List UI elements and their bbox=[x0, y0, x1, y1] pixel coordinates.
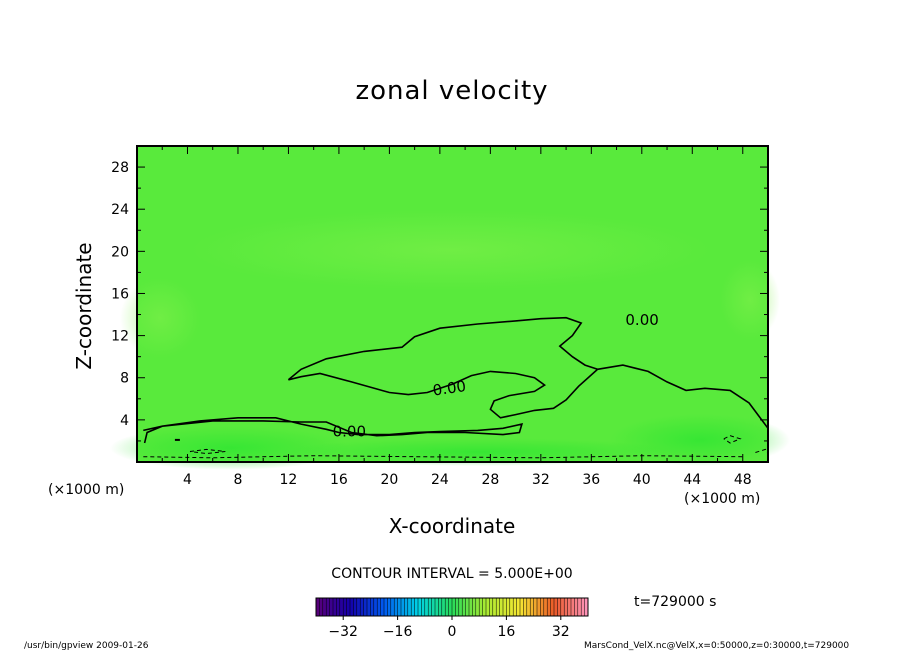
contour-labels: 0.00 0.00 0.00 bbox=[333, 311, 659, 441]
time-label: t=729000 s bbox=[634, 594, 717, 610]
y-tick-label-8: 8 bbox=[120, 371, 129, 387]
x-tick-label-20: 20 bbox=[380, 472, 398, 488]
x-axis-ticks: 4 8 12 16 20 24 28 32 36 40 44 48 bbox=[161, 146, 769, 488]
x-tick-label-28: 28 bbox=[481, 472, 499, 488]
negative-contour-0 bbox=[189, 448, 226, 455]
footer-right-text: MarsCond_VelX.nc@VelX,x=0:50000,z=0:3000… bbox=[584, 641, 850, 651]
x-tick-label-12: 12 bbox=[280, 472, 298, 488]
zero-contour-top bbox=[287, 316, 598, 381]
colorbar-tick-label-1: −16 bbox=[383, 624, 413, 640]
contour-label-1: 0.00 bbox=[432, 377, 468, 399]
negative-contour-3 bbox=[755, 448, 769, 454]
contour-label-2: 0.00 bbox=[333, 423, 366, 441]
zero-contour-lower bbox=[143, 417, 524, 444]
y-tick-label-4: 4 bbox=[120, 413, 129, 429]
x-tick-label-24: 24 bbox=[431, 472, 449, 488]
zero-contour-upper bbox=[288, 364, 769, 429]
contour-interval-text: CONTOUR INTERVAL = 5.000E+00 bbox=[331, 566, 573, 582]
x-tick-label-44: 44 bbox=[683, 472, 701, 488]
plot-background bbox=[110, 146, 790, 470]
plot-frame bbox=[136, 145, 769, 463]
x-tick-label-4: 4 bbox=[183, 472, 192, 488]
chart-title: zonal velocity bbox=[355, 76, 549, 106]
negative-contour-2 bbox=[723, 435, 742, 444]
y-tick-label-24: 24 bbox=[111, 202, 129, 218]
colorbar-tick-label-2: 0 bbox=[448, 624, 457, 640]
y-tick-label-28: 28 bbox=[111, 160, 129, 176]
footer-left-text: /usr/bin/gpview 2009-01-26 bbox=[24, 641, 149, 651]
x-unit-label-left: (×1000 m) bbox=[48, 482, 125, 498]
x-tick-label-40: 40 bbox=[633, 472, 651, 488]
x-tick-label-8: 8 bbox=[233, 472, 242, 488]
x-tick-label-36: 36 bbox=[582, 472, 600, 488]
y-tick-label-12: 12 bbox=[111, 329, 129, 345]
y-axis-ticks: 4 8 12 16 20 24 28 bbox=[111, 145, 768, 442]
y-tick-label-16: 16 bbox=[111, 286, 129, 302]
x-unit-label-right: (×1000 m) bbox=[684, 491, 761, 507]
colorbar-tick-label-4: 32 bbox=[552, 624, 570, 640]
x-tick-label-48: 48 bbox=[734, 472, 752, 488]
colorbar-tick-label-0: −32 bbox=[328, 624, 358, 640]
x-axis-label: X-coordinate bbox=[388, 514, 516, 538]
contour-label-0: 0.00 bbox=[625, 311, 658, 329]
x-tick-label-32: 32 bbox=[532, 472, 550, 488]
y-tick-label-20: 20 bbox=[111, 244, 129, 260]
x-tick-label-16: 16 bbox=[330, 472, 348, 488]
colorbar: −32 −16 0 16 32 bbox=[315, 597, 589, 640]
colorbar-tick-label-3: 16 bbox=[497, 624, 515, 640]
